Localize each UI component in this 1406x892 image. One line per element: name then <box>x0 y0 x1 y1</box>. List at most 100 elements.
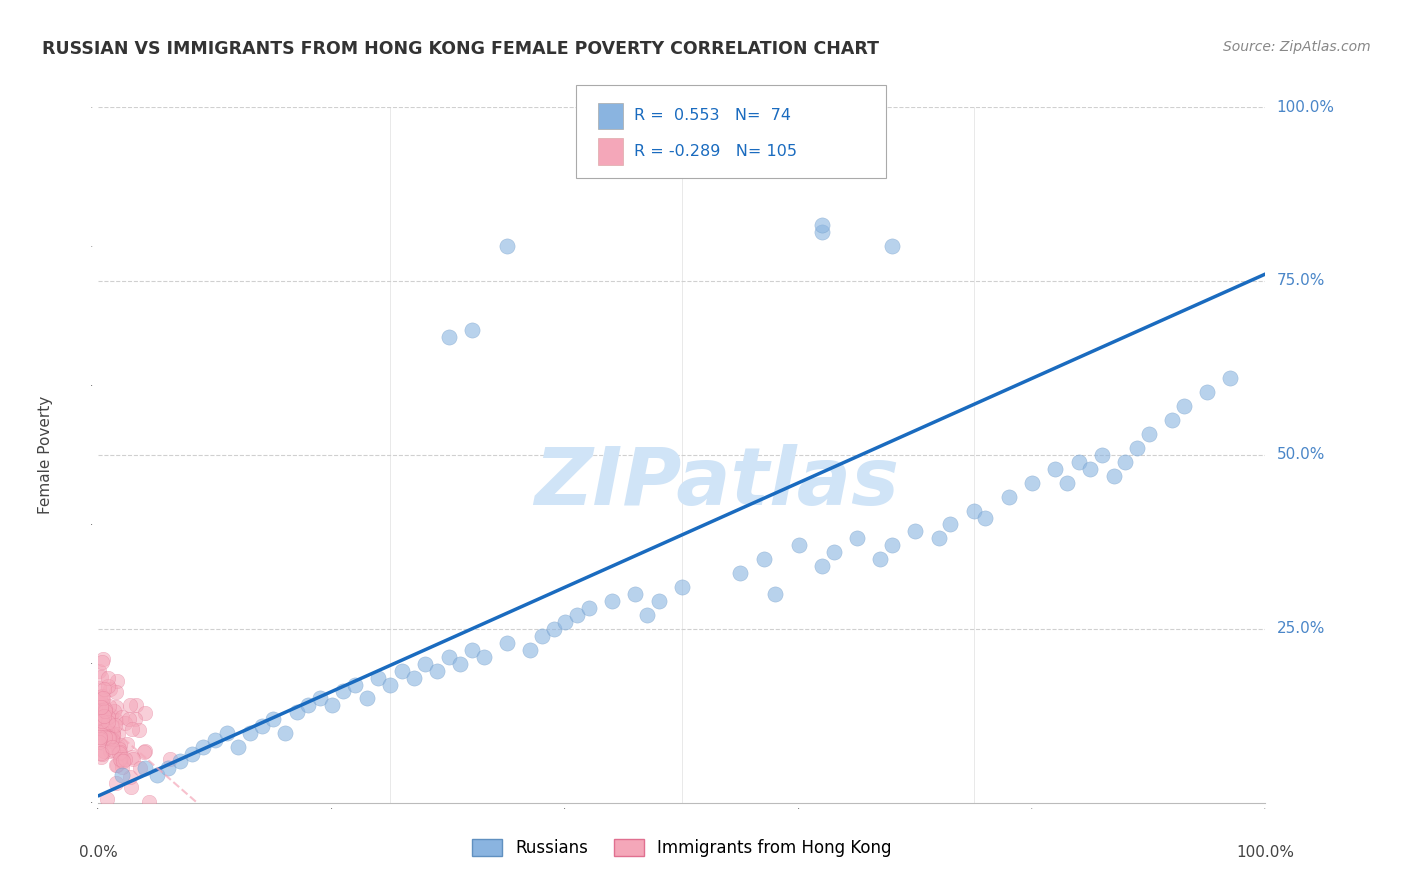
Russians <box>1091 448 1114 462</box>
Russians <box>134 761 156 775</box>
Immigrants from Hong Kong <box>138 795 160 809</box>
Russians <box>1114 455 1136 469</box>
Immigrants from Hong Kong <box>89 710 111 724</box>
Immigrants from Hong Kong <box>98 730 121 744</box>
Immigrants from Hong Kong <box>91 714 114 729</box>
Text: 0.0%: 0.0% <box>79 845 118 860</box>
Immigrants from Hong Kong <box>118 712 141 726</box>
Russians <box>157 761 180 775</box>
Russians <box>285 706 308 720</box>
Immigrants from Hong Kong <box>90 715 112 730</box>
Russians <box>565 607 588 622</box>
Immigrants from Hong Kong <box>94 730 117 744</box>
Immigrants from Hong Kong <box>89 690 111 705</box>
Immigrants from Hong Kong <box>90 692 112 706</box>
Russians <box>309 691 332 706</box>
Russians <box>530 629 553 643</box>
Russians <box>578 601 600 615</box>
Russians <box>554 615 576 629</box>
Russians <box>1056 475 1078 490</box>
Russians <box>344 677 367 691</box>
Russians <box>215 726 238 740</box>
Immigrants from Hong Kong <box>111 710 134 724</box>
Text: 100.0%: 100.0% <box>1236 845 1295 860</box>
Russians <box>974 510 997 524</box>
Immigrants from Hong Kong <box>111 755 134 769</box>
Immigrants from Hong Kong <box>87 735 110 749</box>
Russians <box>997 490 1019 504</box>
Immigrants from Hong Kong <box>103 704 125 718</box>
Russians <box>193 740 215 755</box>
Russians <box>1137 427 1160 442</box>
Immigrants from Hong Kong <box>96 731 118 746</box>
Russians <box>1102 468 1125 483</box>
Immigrants from Hong Kong <box>93 713 115 727</box>
Immigrants from Hong Kong <box>120 780 142 795</box>
Russians <box>204 733 226 747</box>
Immigrants from Hong Kong <box>90 699 112 714</box>
Immigrants from Hong Kong <box>97 671 120 685</box>
Immigrants from Hong Kong <box>94 701 117 715</box>
Immigrants from Hong Kong <box>121 750 143 764</box>
Immigrants from Hong Kong <box>91 747 114 761</box>
Russians <box>332 684 354 698</box>
Immigrants from Hong Kong <box>98 744 121 758</box>
Russians <box>461 323 484 337</box>
Immigrants from Hong Kong <box>111 752 134 766</box>
Russians <box>811 219 834 233</box>
Russians <box>1219 371 1241 385</box>
Russians <box>624 587 647 601</box>
Russians <box>380 677 402 691</box>
Russians <box>869 552 891 566</box>
Russians <box>413 657 436 671</box>
Russians <box>262 712 284 726</box>
Immigrants from Hong Kong <box>100 719 122 733</box>
Immigrants from Hong Kong <box>103 726 125 740</box>
Russians <box>636 607 658 622</box>
Immigrants from Hong Kong <box>90 703 112 717</box>
Immigrants from Hong Kong <box>108 742 131 756</box>
Immigrants from Hong Kong <box>101 739 124 754</box>
Immigrants from Hong Kong <box>98 731 121 746</box>
Russians <box>752 552 775 566</box>
Text: RUSSIAN VS IMMIGRANTS FROM HONG KONG FEMALE POVERTY CORRELATION CHART: RUSSIAN VS IMMIGRANTS FROM HONG KONG FEM… <box>42 40 879 58</box>
Immigrants from Hong Kong <box>111 760 134 774</box>
Immigrants from Hong Kong <box>93 708 115 723</box>
Immigrants from Hong Kong <box>124 712 146 726</box>
Russians <box>496 239 519 253</box>
Immigrants from Hong Kong <box>90 710 112 724</box>
Immigrants from Hong Kong <box>101 728 124 742</box>
Text: R = -0.289   N= 105: R = -0.289 N= 105 <box>634 145 797 159</box>
Immigrants from Hong Kong <box>90 706 112 720</box>
Immigrants from Hong Kong <box>96 792 118 806</box>
Immigrants from Hong Kong <box>91 655 114 669</box>
Immigrants from Hong Kong <box>118 770 141 784</box>
Immigrants from Hong Kong <box>108 752 131 766</box>
Immigrants from Hong Kong <box>107 739 129 753</box>
Immigrants from Hong Kong <box>98 699 121 714</box>
Immigrants from Hong Kong <box>132 745 155 759</box>
Immigrants from Hong Kong <box>97 729 120 743</box>
Russians <box>321 698 343 713</box>
Russians <box>730 566 752 581</box>
Immigrants from Hong Kong <box>103 731 125 746</box>
Text: ZIPatlas: ZIPatlas <box>534 443 900 522</box>
Russians <box>250 719 273 733</box>
Immigrants from Hong Kong <box>93 744 115 758</box>
Russians <box>391 664 413 678</box>
Text: 75.0%: 75.0% <box>1277 274 1324 288</box>
Immigrants from Hong Kong <box>107 727 129 741</box>
Immigrants from Hong Kong <box>134 706 156 720</box>
Immigrants from Hong Kong <box>104 776 127 790</box>
Immigrants from Hong Kong <box>105 713 128 727</box>
Russians <box>169 754 191 768</box>
Immigrants from Hong Kong <box>98 682 121 697</box>
Immigrants from Hong Kong <box>101 743 124 757</box>
Russians <box>228 740 250 755</box>
Russians <box>297 698 319 713</box>
Immigrants from Hong Kong <box>89 696 111 710</box>
Russians <box>1080 462 1102 476</box>
Text: 100.0%: 100.0% <box>1277 100 1334 114</box>
Russians <box>1195 385 1218 400</box>
Immigrants from Hong Kong <box>110 746 132 760</box>
